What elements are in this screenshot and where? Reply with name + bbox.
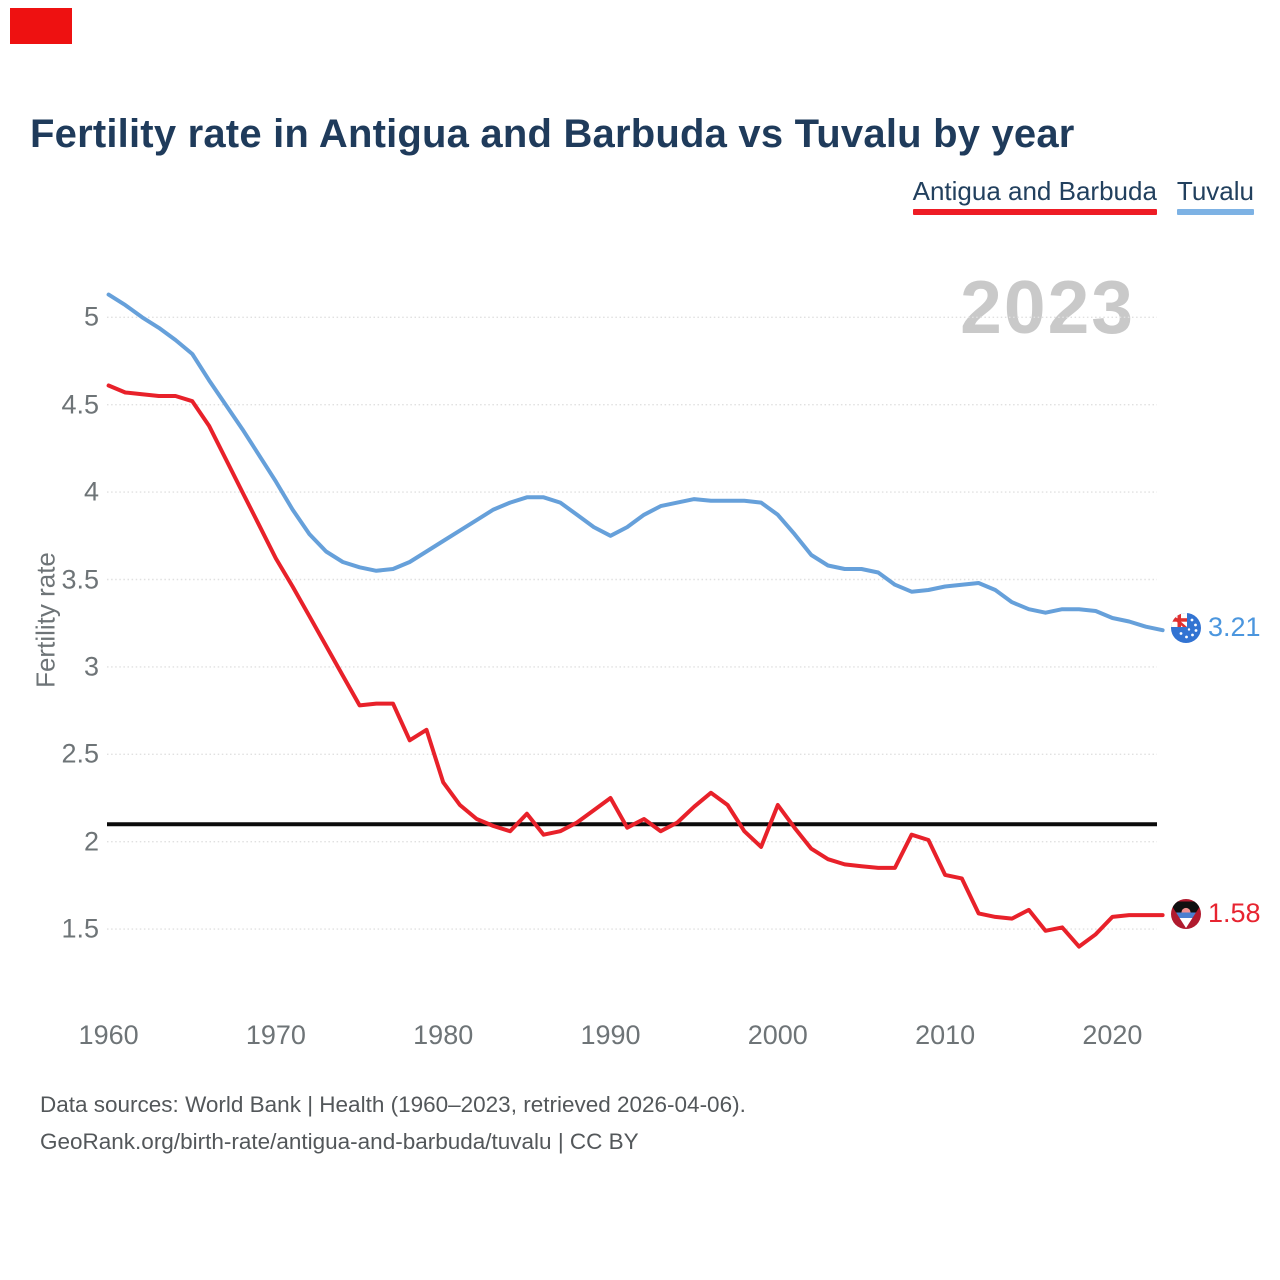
page-title: Fertility rate in Antigua and Barbuda vs… <box>30 112 1075 156</box>
x-tick-2020: 2020 <box>1082 1020 1143 1050</box>
y-tick-4.5: 4.5 <box>61 389 99 420</box>
end-label-tuvalu: 3.21 <box>1171 612 1261 643</box>
y-tick-3: 3 <box>83 651 99 682</box>
y-tick-2.5: 2.5 <box>61 738 99 769</box>
year-watermark: 2023 <box>960 265 1135 349</box>
tuvalu-flag-icon <box>1171 612 1201 643</box>
y-tick-3.5: 3.5 <box>61 564 99 594</box>
end-value-antigua-and-barbuda: 1.58 <box>1208 898 1261 928</box>
series-line-antigua-and-barbuda <box>106 383 1165 949</box>
x-tick-1970: 1970 <box>245 1020 306 1050</box>
legend-underline-red <box>912 209 1157 216</box>
x-tick-2000: 2000 <box>747 1020 808 1050</box>
legend-label: Tuvalu <box>1176 176 1254 206</box>
x-tick-1990: 1990 <box>580 1020 641 1050</box>
y-tick-5: 5 <box>83 301 99 332</box>
end-label-antigua-and-barbuda: 1.58 <box>1171 898 1261 929</box>
red-marker <box>10 8 72 44</box>
legend-label: Antigua and Barbuda <box>912 176 1157 206</box>
x-tick-2010: 2010 <box>915 1020 976 1050</box>
series-line-tuvalu <box>106 292 1165 633</box>
footer-credits: Data sources: World Bank | Health (1960–… <box>40 1086 746 1160</box>
legend: Antigua and Barbuda Tuvalu <box>912 176 1254 216</box>
legend-item-tuvalu[interactable]: Tuvalu <box>1176 176 1254 216</box>
x-tick-1960: 1960 <box>78 1020 139 1050</box>
y-tick-1.5: 1.5 <box>61 913 99 944</box>
legend-underline-blue <box>1176 209 1254 216</box>
x-tick-1980: 1980 <box>413 1020 474 1050</box>
y-tick-2: 2 <box>83 826 99 857</box>
footer-data-sources: Data sources: World Bank | Health (1960–… <box>40 1092 746 1117</box>
legend-item-antigua-and-barbuda[interactable]: Antigua and Barbuda <box>912 176 1157 216</box>
footer-attribution: GeoRank.org/birth-rate/antigua-and-barbu… <box>40 1129 639 1154</box>
end-value-tuvalu: 3.21 <box>1208 612 1261 642</box>
y-tick-4: 4 <box>83 476 99 507</box>
antigua-and-barbuda-flag-icon <box>1171 898 1201 929</box>
